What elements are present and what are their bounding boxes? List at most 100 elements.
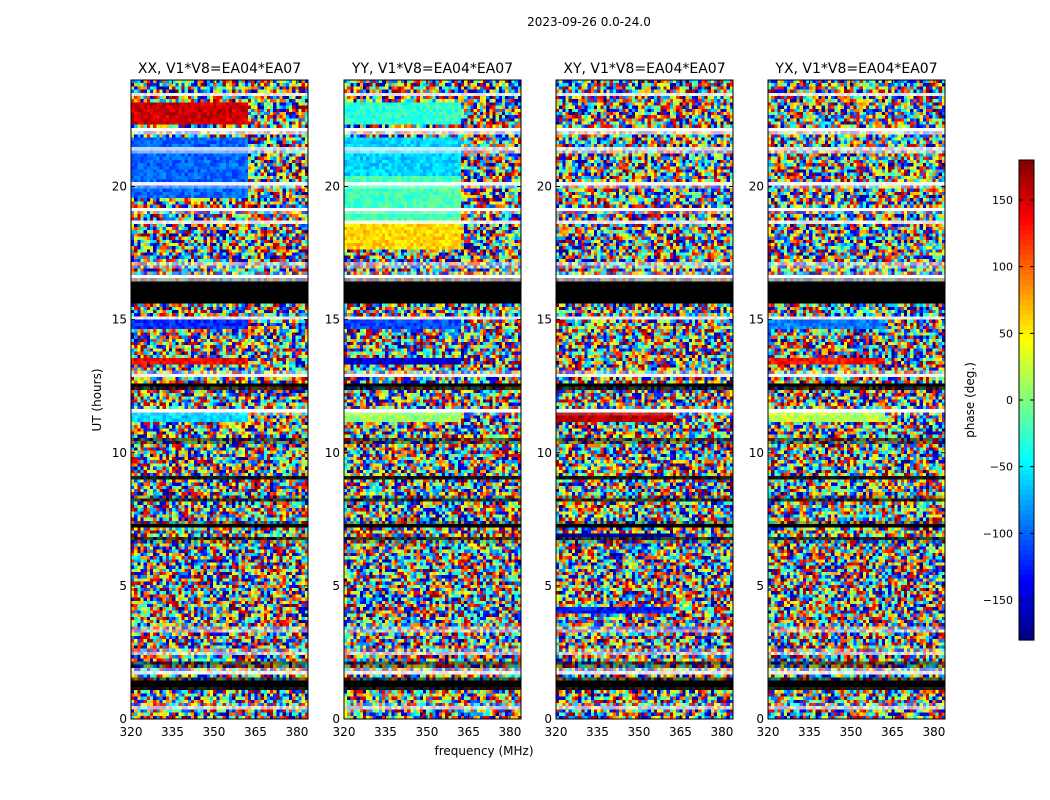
colorbar-gradient: [1019, 160, 1034, 641]
colorbar-segment: [1019, 240, 1034, 246]
colorbar-segment: [1019, 330, 1034, 336]
colorbar-segment: [1019, 320, 1034, 326]
colorbar-segment: [1019, 415, 1034, 421]
colorbar-tick-label: 0: [1006, 394, 1013, 407]
panel-title: YY, V1*V8=EA04*EA07: [351, 61, 513, 77]
colorbar-segment: [1019, 185, 1034, 191]
x-axis-label: frequency (MHz): [434, 744, 533, 758]
x-tick-label: 350: [840, 725, 863, 739]
colorbar-segment: [1019, 460, 1034, 466]
colorbar-segment: [1019, 605, 1034, 611]
colorbar-segment: [1019, 205, 1034, 211]
colorbar-segment: [1019, 390, 1034, 396]
y-tick-label: 10: [749, 446, 764, 460]
colorbar-segment: [1019, 305, 1034, 311]
y-tick-label: 15: [537, 313, 552, 327]
colorbar-segment: [1019, 470, 1034, 476]
colorbar-segment: [1019, 250, 1034, 256]
colorbar-segment: [1019, 370, 1034, 376]
colorbar-segment: [1019, 340, 1034, 346]
colorbar-segment: [1019, 290, 1034, 296]
x-tick-label: 320: [545, 725, 568, 739]
colorbar-segment: [1019, 620, 1034, 626]
x-tick-label: 335: [374, 725, 397, 739]
panel-heatmap-canvas: [344, 80, 521, 719]
colorbar-segment: [1019, 420, 1034, 426]
colorbar-segment: [1019, 300, 1034, 306]
colorbar-segment: [1019, 345, 1034, 351]
colorbar-segment: [1019, 410, 1034, 416]
x-tick-label: 380: [285, 725, 308, 739]
colorbar-segment: [1019, 515, 1034, 521]
colorbar-segment: [1019, 585, 1034, 591]
colorbar-segment: [1019, 225, 1034, 231]
colorbar-segment: [1019, 400, 1034, 406]
colorbar-tick-label: −50: [990, 461, 1013, 474]
x-tick-label: 335: [798, 725, 821, 739]
colorbar-segment: [1019, 210, 1034, 216]
colorbar-segment: [1019, 270, 1034, 276]
y-tick-label: 5: [332, 579, 340, 593]
colorbar-segment: [1019, 560, 1034, 566]
colorbar-segment: [1019, 260, 1034, 266]
colorbar-segment: [1019, 485, 1034, 491]
x-tick-label: 350: [203, 725, 226, 739]
colorbar-segment: [1019, 525, 1034, 531]
panel-heatmap-canvas: [768, 80, 945, 719]
colorbar-segment: [1019, 165, 1034, 171]
y-tick-label: 0: [544, 712, 552, 726]
x-tick-label: 320: [333, 725, 356, 739]
colorbar-segment: [1019, 465, 1034, 471]
colorbar-segment: [1019, 500, 1034, 506]
colorbar-tick-label: 100: [992, 261, 1013, 274]
panel-heatmap-canvas: [556, 80, 733, 719]
colorbar-segment: [1019, 570, 1034, 576]
colorbar-segment: [1019, 280, 1034, 286]
colorbar-ticks: 150 100 50 0 −50 −100 −150: [983, 194, 1034, 607]
colorbar-segment: [1019, 180, 1034, 186]
x-tick-label: 365: [244, 725, 267, 739]
colorbar-segment: [1019, 615, 1034, 621]
x-tick-label: 350: [628, 725, 651, 739]
panel-heatmap-canvas: [131, 80, 308, 719]
colorbar-segment: [1019, 425, 1034, 431]
colorbar-segment: [1019, 595, 1034, 601]
colorbar-segment: [1019, 275, 1034, 281]
y-tick-label: 0: [119, 712, 127, 726]
colorbar-segment: [1019, 160, 1034, 166]
colorbar-segment: [1019, 630, 1034, 636]
colorbar-segment: [1019, 215, 1034, 221]
y-tick-label: 15: [325, 313, 340, 327]
colorbar-segment: [1019, 495, 1034, 501]
colorbar-segment: [1019, 375, 1034, 381]
panel-frame: [767, 79, 946, 720]
colorbar-segment: [1019, 540, 1034, 546]
colorbar-segment: [1019, 565, 1034, 571]
panel-heatmap: [344, 80, 521, 719]
colorbar-segment: [1019, 385, 1034, 391]
colorbar-segment: [1019, 625, 1034, 631]
colorbar-segment: [1019, 175, 1034, 181]
colorbar-segment: [1019, 545, 1034, 551]
x-tick-label: 335: [586, 725, 609, 739]
colorbar-segment: [1019, 405, 1034, 411]
panel-frame: [343, 79, 522, 720]
colorbar-segment: [1019, 355, 1034, 361]
colorbar-segment: [1019, 380, 1034, 386]
y-axis-label: UT (hours): [90, 368, 104, 431]
colorbar-segment: [1019, 235, 1034, 241]
y-tick-label: 20: [112, 180, 127, 194]
colorbar-segment: [1019, 310, 1034, 316]
colorbar-segment: [1019, 590, 1034, 596]
colorbar-segment: [1019, 200, 1034, 206]
y-tick-label: 0: [332, 712, 340, 726]
colorbar-segment: [1019, 170, 1034, 176]
panel-heatmap: [556, 80, 733, 719]
colorbar-segment: [1019, 350, 1034, 356]
colorbar-segment: [1019, 610, 1034, 616]
panel-heatmap: [768, 80, 945, 719]
colorbar-tick-label: −150: [983, 594, 1013, 607]
y-tick-label: 10: [325, 446, 340, 460]
colorbar-segment: [1019, 365, 1034, 371]
x-tick-label: 350: [416, 725, 439, 739]
